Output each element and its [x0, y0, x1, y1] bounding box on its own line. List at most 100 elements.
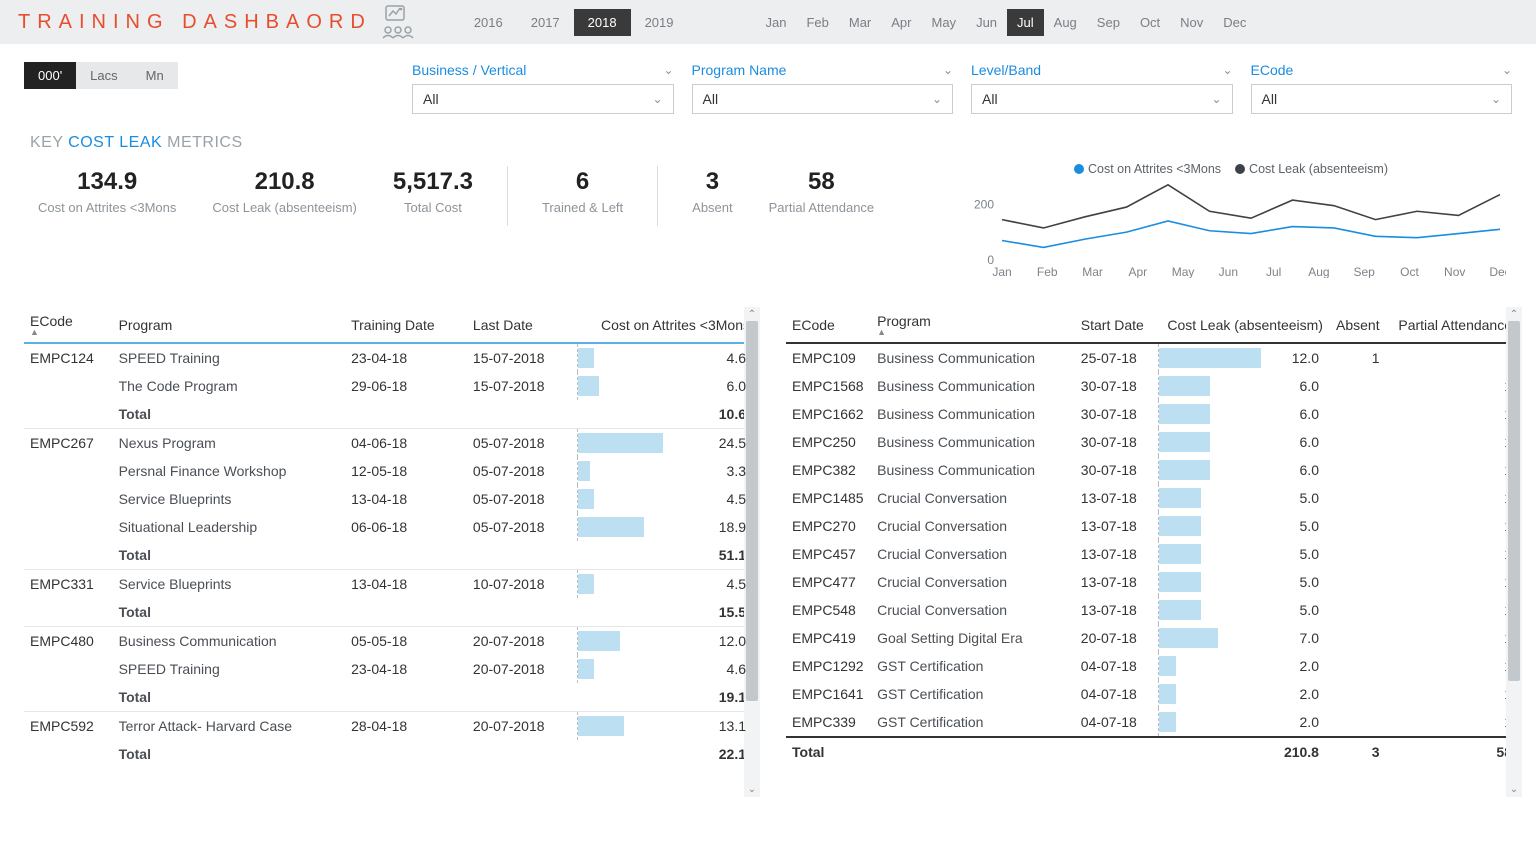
- table-row[interactable]: Total19.1: [24, 683, 756, 712]
- month-tab-oct[interactable]: Oct: [1130, 9, 1170, 36]
- chevron-down-icon[interactable]: ⌄: [663, 63, 673, 77]
- kpi-row: 134.9Cost on Attrites <3Mons210.8Cost Le…: [0, 156, 1536, 283]
- app-title: TRAINING DASHBAORD: [18, 11, 372, 34]
- table-row[interactable]: EMPC548Crucial Conversation13-07-185.01: [786, 596, 1518, 624]
- scroll-up-icon[interactable]: ⌃: [1506, 309, 1522, 320]
- col-header[interactable]: Program▲: [871, 307, 1075, 343]
- month-tab-dec[interactable]: Dec: [1213, 9, 1256, 36]
- chevron-down-icon[interactable]: ⌄: [943, 63, 953, 77]
- filter-select[interactable]: All⌄: [1251, 84, 1513, 114]
- table-row[interactable]: Service Blueprints13-04-1805-07-20184.5: [24, 485, 756, 513]
- month-tab-jun[interactable]: Jun: [966, 9, 1007, 36]
- table-row[interactable]: The Code Program29-06-1815-07-20186.0: [24, 372, 756, 400]
- table-row[interactable]: EMPC1641GST Certification04-07-182.01: [786, 680, 1518, 708]
- table-row[interactable]: EMPC109Business Communication25-07-1812.…: [786, 343, 1518, 372]
- scroll-down-icon[interactable]: ⌄: [1506, 784, 1522, 795]
- legend-label-2: Cost Leak (absenteeism): [1249, 162, 1388, 176]
- table-row[interactable]: Total15.5: [24, 598, 756, 627]
- table-row[interactable]: EMPC124SPEED Training23-04-1815-07-20184…: [24, 343, 756, 372]
- table-row[interactable]: Total51.1: [24, 541, 756, 570]
- table-row[interactable]: Persnal Finance Workshop12-05-1805-07-20…: [24, 457, 756, 485]
- year-tab-2016[interactable]: 2016: [460, 9, 517, 36]
- kpi-value: 5,517.3: [393, 168, 473, 196]
- scroll-thumb[interactable]: [1508, 321, 1520, 681]
- month-tab-apr[interactable]: Apr: [881, 9, 921, 36]
- cell-program: GST Certification: [871, 680, 1075, 708]
- table-row[interactable]: EMPC267Nexus Program04-06-1805-07-201824…: [24, 429, 756, 458]
- table-row[interactable]: EMPC339GST Certification04-07-182.01: [786, 708, 1518, 737]
- month-tabs: JanFebMarAprMayJunJulAugSepOctNovDec: [756, 9, 1257, 36]
- chevron-down-icon[interactable]: ⌄: [1502, 63, 1512, 77]
- cell-absent: [1329, 428, 1386, 456]
- filter-label: Level/Band: [971, 62, 1041, 78]
- cell-tdate: [345, 400, 467, 429]
- col-header[interactable]: ECode: [786, 307, 871, 343]
- year-tab-2018[interactable]: 2018: [574, 9, 631, 36]
- unit-mn[interactable]: Mn: [132, 62, 178, 89]
- table-row[interactable]: Total22.1: [24, 740, 756, 768]
- month-tab-feb[interactable]: Feb: [796, 9, 838, 36]
- table-row[interactable]: EMPC1662Business Communication30-07-186.…: [786, 400, 1518, 428]
- cell-absent: [1329, 596, 1386, 624]
- table-row[interactable]: EMPC382Business Communication30-07-186.0…: [786, 456, 1518, 484]
- cell-costleak: 7.0: [1158, 624, 1329, 652]
- year-tab-2017[interactable]: 2017: [517, 9, 574, 36]
- line-chart: 0200JanFebMarAprMayJunJulAugSepOctNovDec: [966, 178, 1506, 278]
- month-tab-aug[interactable]: Aug: [1044, 9, 1087, 36]
- month-tab-sep[interactable]: Sep: [1087, 9, 1130, 36]
- cell-costleak: 5.0: [1158, 540, 1329, 568]
- col-header[interactable]: Last Date: [467, 307, 578, 343]
- scroll-down-icon[interactable]: ⌄: [744, 784, 760, 795]
- cell-cost: 51.1: [578, 541, 756, 570]
- cell-ldate: [467, 541, 578, 570]
- month-tab-jan[interactable]: Jan: [756, 9, 797, 36]
- table-row[interactable]: EMPC477Crucial Conversation13-07-185.01: [786, 568, 1518, 596]
- cell-program: Business Communication: [871, 428, 1075, 456]
- scroll-up-icon[interactable]: ⌃: [744, 309, 760, 320]
- month-tab-mar[interactable]: Mar: [839, 9, 881, 36]
- month-tab-jul[interactable]: Jul: [1007, 9, 1044, 36]
- table-row[interactable]: EMPC331Service Blueprints13-04-1810-07-2…: [24, 570, 756, 599]
- cell-ldate: 15-07-2018: [467, 343, 578, 372]
- table-row[interactable]: EMPC457Crucial Conversation13-07-185.01: [786, 540, 1518, 568]
- cell-tdate: 23-04-18: [345, 343, 467, 372]
- col-header[interactable]: ECode▲: [24, 307, 113, 343]
- cell-ecode: [24, 740, 113, 768]
- col-header[interactable]: Training Date: [345, 307, 467, 343]
- table-row[interactable]: EMPC480Business Communication05-05-1820-…: [24, 627, 756, 656]
- unit-lacs[interactable]: Lacs: [76, 62, 131, 89]
- table-row[interactable]: Total10.6: [24, 400, 756, 429]
- cell-ldate: 15-07-2018: [467, 372, 578, 400]
- table-row[interactable]: EMPC1485Crucial Conversation13-07-185.01: [786, 484, 1518, 512]
- kpi-1: 210.8Cost Leak (absenteeism): [194, 162, 375, 230]
- cell-tdate: [345, 541, 467, 570]
- divider: [657, 166, 658, 226]
- table-row[interactable]: Situational Leadership06-06-1805-07-2018…: [24, 513, 756, 541]
- table-row[interactable]: EMPC1292GST Certification04-07-182.01: [786, 652, 1518, 680]
- kpi-3: 6Trained & Left: [524, 162, 641, 230]
- col-header[interactable]: Start Date: [1075, 307, 1159, 343]
- col-header[interactable]: Cost on Attrites <3Mons: [578, 307, 756, 343]
- col-header[interactable]: Absent: [1329, 307, 1386, 343]
- filter-select[interactable]: All⌄: [692, 84, 954, 114]
- table-row[interactable]: SPEED Training23-04-1820-07-20184.6: [24, 655, 756, 683]
- kpi-2: 5,517.3Total Cost: [375, 162, 491, 230]
- year-tab-2019[interactable]: 2019: [631, 9, 688, 36]
- scrollbar-right[interactable]: ⌃ ⌄: [1506, 307, 1522, 797]
- cell-sdate: 13-07-18: [1075, 512, 1159, 540]
- table-row[interactable]: EMPC592Terror Attack- Harvard Case28-04-…: [24, 712, 756, 741]
- cell-program: Business Communication: [871, 343, 1075, 372]
- unit-000[interactable]: 000': [24, 62, 76, 89]
- col-header[interactable]: Partial Attendance: [1386, 307, 1518, 343]
- table-row[interactable]: EMPC250Business Communication30-07-186.0…: [786, 428, 1518, 456]
- table-row[interactable]: EMPC270Crucial Conversation13-07-185.01: [786, 512, 1518, 540]
- chevron-down-icon[interactable]: ⌄: [1222, 63, 1232, 77]
- table-row[interactable]: EMPC419Goal Setting Digital Era20-07-187…: [786, 624, 1518, 652]
- month-tab-nov[interactable]: Nov: [1170, 9, 1213, 36]
- month-tab-may[interactable]: May: [922, 9, 967, 36]
- filter-select[interactable]: All⌄: [412, 84, 674, 114]
- col-header[interactable]: Cost Leak (absenteeism): [1158, 307, 1329, 343]
- col-header[interactable]: Program: [113, 307, 346, 343]
- filter-select[interactable]: All⌄: [971, 84, 1233, 114]
- table-row[interactable]: EMPC1568Business Communication30-07-186.…: [786, 372, 1518, 400]
